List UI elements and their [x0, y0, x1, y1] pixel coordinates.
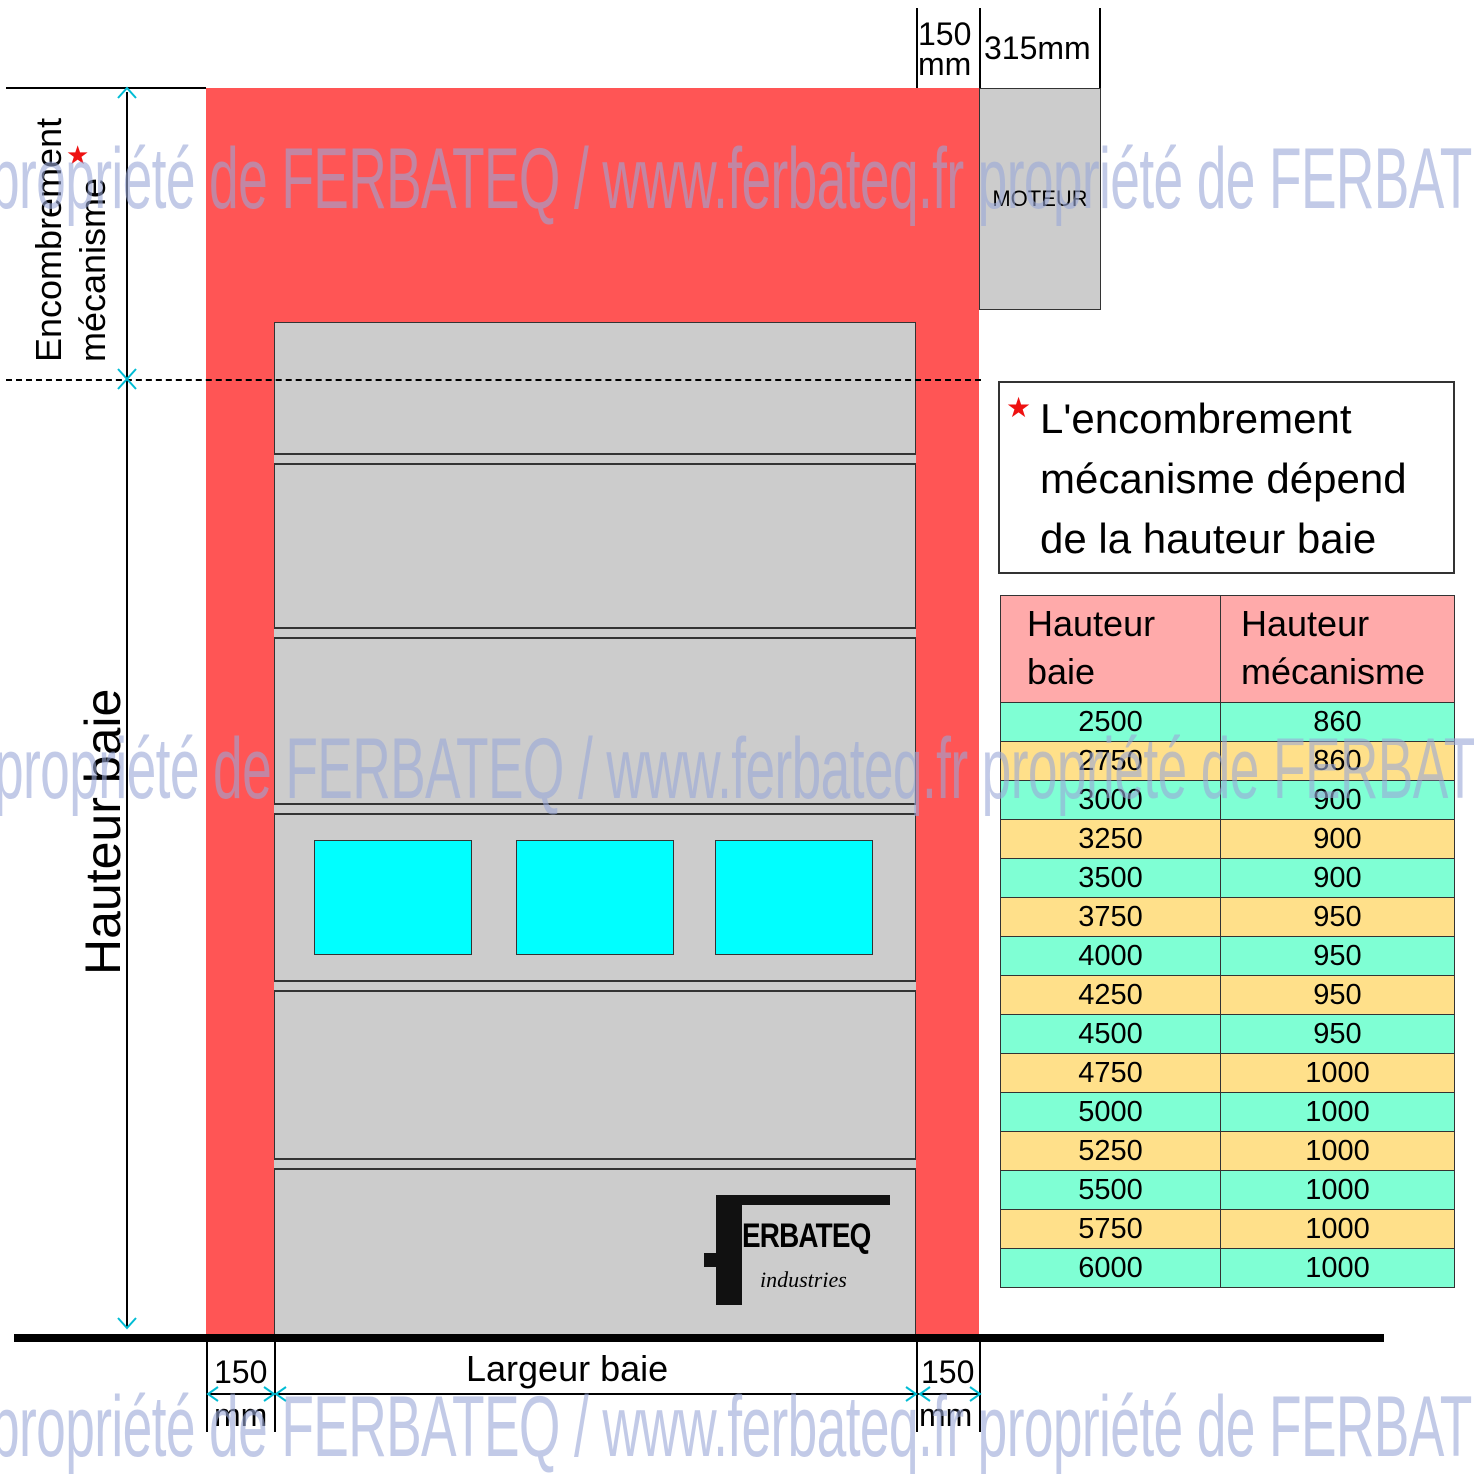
motor-label: MOTEUR — [992, 186, 1088, 211]
door-window — [715, 840, 873, 955]
table-row: 3000 900 — [1000, 780, 1455, 820]
table-row: 4250 950 — [1000, 975, 1455, 1015]
panel-seam — [274, 627, 916, 639]
mecanisme-label: mécanisme — [72, 177, 113, 362]
hauteur-baie-cell: 5250 — [1000, 1131, 1221, 1171]
hauteur-mecanisme-cell: 860 — [1220, 702, 1455, 742]
hauteur-baie-cell: 4500 — [1000, 1014, 1221, 1054]
table-row: 3750 950 — [1000, 897, 1455, 937]
bottom-left-mm-label: mm — [214, 1397, 268, 1433]
top-mm-label: mm — [918, 46, 972, 82]
panel-seam — [274, 453, 916, 465]
panel-seam — [274, 980, 916, 992]
largeur-baie-label: Largeur baie — [466, 1348, 669, 1389]
table-row: 5500 1000 — [1000, 1170, 1455, 1210]
width-dimension-line — [206, 1393, 979, 1395]
hauteur-mecanisme-cell: 1000 — [1220, 1170, 1455, 1210]
header-line: baie — [1027, 651, 1096, 692]
hauteur-baie-cell: 4000 — [1000, 936, 1221, 976]
dimension-arrows-left — [117, 86, 137, 1330]
header-line: Hauteur — [1027, 603, 1156, 644]
table-header-cell: Hauteur baie — [1000, 595, 1221, 703]
dimension-arrows-bottom — [206, 1386, 982, 1402]
top-150-label: 150 — [918, 16, 972, 52]
hauteur-baie-cell: 3250 — [1000, 819, 1221, 859]
door-window — [516, 840, 674, 955]
table-header-row: Hauteur baie Hauteur mécanisme — [1000, 595, 1455, 703]
hauteur-mecanisme-cell: 950 — [1220, 897, 1455, 937]
hauteur-mecanisme-cell: 1000 — [1220, 1092, 1455, 1132]
dimension-tick — [979, 1342, 981, 1432]
note-line-3: de la hauteur baie — [1040, 515, 1377, 562]
bottom-left-150-label: 150 — [214, 1354, 268, 1390]
hauteur-baie-cell: 2750 — [1000, 741, 1221, 781]
dimension-tick — [916, 1342, 918, 1432]
top-315-label: 315mm — [984, 30, 1091, 66]
table-row: 2750 860 — [1000, 741, 1455, 781]
motor-box: MOTEUR — [979, 88, 1101, 310]
table-row: 5750 1000 — [1000, 1209, 1455, 1249]
dimension-tick — [274, 1342, 276, 1432]
table-row: 5250 1000 — [1000, 1131, 1455, 1171]
top-reference-line — [6, 87, 206, 89]
hauteur-baie-cell: 6000 — [1000, 1248, 1221, 1288]
table-row: 3500 900 — [1000, 858, 1455, 898]
hauteur-baie-cell: 5000 — [1000, 1092, 1221, 1132]
star-icon: ★ — [66, 140, 90, 170]
note-box: ★ L'encombrement mécanisme dépend de la … — [998, 381, 1455, 574]
table-row: 4750 1000 — [1000, 1053, 1455, 1093]
logo-brand: ERBATEQ — [742, 1217, 871, 1255]
hauteur-mecanisme-cell: 860 — [1220, 741, 1455, 781]
panel-seam — [274, 803, 916, 815]
dimension-tick — [206, 1342, 208, 1432]
encombrement-label: Encombrement — [28, 117, 69, 362]
table-row: 4000 950 — [1000, 936, 1455, 976]
dimension-tick — [916, 8, 918, 88]
hauteur-mecanisme-cell: 1000 — [1220, 1248, 1455, 1288]
note-line-1: L'encombrement — [1040, 395, 1352, 442]
bottom-right-mm-label: mm — [919, 1397, 973, 1433]
hauteur-baie-label: Hauteur baie — [75, 688, 131, 975]
logo-subtitle: industries — [760, 1267, 847, 1292]
star-icon: ★ — [1006, 392, 1032, 423]
dimension-tick — [979, 8, 981, 88]
hauteur-mecanisme-cell: 1000 — [1220, 1131, 1455, 1171]
floor-line — [14, 1334, 1384, 1342]
hauteur-mecanisme-cell: 1000 — [1220, 1053, 1455, 1093]
bottom-right-150-label: 150 — [921, 1354, 975, 1390]
door-curtain — [274, 322, 916, 1335]
table-header-cell: Hauteur mécanisme — [1220, 595, 1455, 703]
height-table: Hauteur baie Hauteur mécanisme 2500 860 27… — [1000, 595, 1455, 1288]
hauteur-mecanisme-cell: 950 — [1220, 936, 1455, 976]
hauteur-mecanisme-cell: 1000 — [1220, 1209, 1455, 1249]
table-row: 6000 1000 — [1000, 1248, 1455, 1288]
table-row: 2500 860 — [1000, 702, 1455, 742]
hauteur-baie-cell: 4750 — [1000, 1053, 1221, 1093]
hauteur-baie-cell: 5750 — [1000, 1209, 1221, 1249]
mechanism-dashed-line — [6, 379, 981, 381]
panel-seam — [274, 1158, 916, 1170]
table-row: 5000 1000 — [1000, 1092, 1455, 1132]
hauteur-mecanisme-cell: 950 — [1220, 975, 1455, 1015]
height-dimension-line — [126, 92, 128, 1328]
ferbateq-logo: ERBATEQ industries — [704, 1195, 894, 1307]
hauteur-mecanisme-cell: 900 — [1220, 780, 1455, 820]
header-line: Hauteur — [1241, 603, 1370, 644]
door-window — [314, 840, 472, 955]
hauteur-baie-cell: 5500 — [1000, 1170, 1221, 1210]
hauteur-baie-cell: 3750 — [1000, 897, 1221, 937]
hauteur-baie-cell: 3000 — [1000, 780, 1221, 820]
hauteur-mecanisme-cell: 950 — [1220, 1014, 1455, 1054]
note-line-2: mécanisme dépend — [1040, 455, 1407, 502]
hauteur-mecanisme-cell: 900 — [1220, 819, 1455, 859]
table-row: 4500 950 — [1000, 1014, 1455, 1054]
hauteur-baie-cell: 4250 — [1000, 975, 1221, 1015]
table-row: 3250 900 — [1000, 819, 1455, 859]
hauteur-mecanisme-cell: 900 — [1220, 858, 1455, 898]
header-line: mécanisme — [1241, 651, 1426, 692]
hauteur-baie-cell: 3500 — [1000, 858, 1221, 898]
hauteur-baie-cell: 2500 — [1000, 702, 1221, 742]
dimension-tick — [1099, 8, 1101, 88]
